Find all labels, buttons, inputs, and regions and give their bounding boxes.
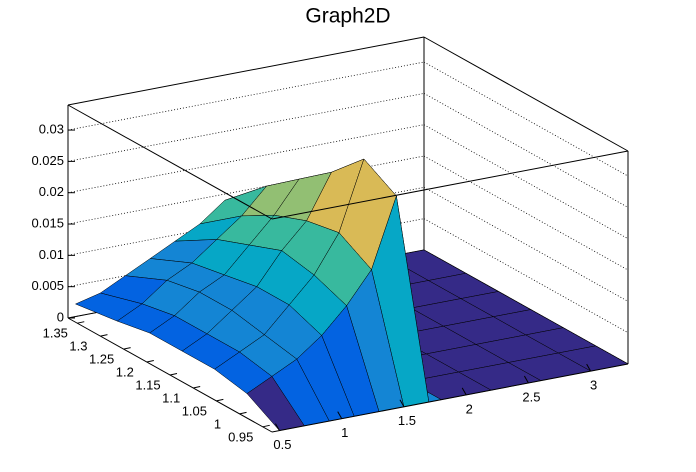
box-edge (67, 104, 273, 220)
x-tick (523, 375, 529, 384)
z-tick-label: 0.02 (39, 184, 64, 199)
y-tick-label: 1.35 (43, 326, 68, 341)
x-tick (461, 387, 467, 396)
x-tick-label: 2.5 (522, 389, 540, 404)
y-tick-label: 1.25 (89, 352, 114, 367)
y-tick (146, 360, 154, 363)
y-tick (123, 347, 131, 350)
y-tick (262, 424, 270, 428)
z-tick-label: 0.03 (39, 121, 64, 136)
z-tick-label: 0.025 (31, 153, 64, 168)
y-tick-label: 1.1 (162, 390, 180, 405)
y-tick (77, 321, 85, 324)
grid-line (67, 92, 425, 162)
y-tick (100, 334, 108, 337)
x-tick-label: 3 (590, 378, 597, 393)
y-tick (193, 385, 201, 389)
grid-line (67, 155, 425, 225)
x-tick-label: 0.5 (273, 437, 291, 452)
chart-title: Graph2D (305, 5, 390, 28)
x-tick (275, 423, 280, 431)
y-tick (169, 373, 178, 376)
x-tick-label: 2 (466, 401, 473, 416)
grid-line (67, 61, 425, 131)
box-edge (423, 36, 629, 152)
x-axis (271, 363, 629, 433)
y-tick-label: 1 (214, 416, 221, 431)
x-tick (586, 363, 592, 372)
y-tick-label: 1.3 (69, 339, 87, 354)
y-tick-label: 1.05 (182, 403, 207, 418)
y-tick-label: 0.95 (228, 429, 253, 444)
y-tick (216, 398, 224, 402)
grid-line (67, 186, 425, 256)
y-tick-label: 1.2 (116, 364, 134, 379)
y-tick-label: 1.15 (135, 377, 160, 392)
x-tick (337, 411, 343, 419)
z-tick-label: 0.015 (31, 215, 64, 230)
z-tick-label: 0.01 (39, 247, 64, 262)
box-edge (271, 150, 629, 220)
z-tick-label: 0.005 (31, 278, 64, 293)
y-tick (239, 411, 247, 415)
x-tick-label: 1 (341, 425, 348, 440)
x-tick-label: 1.5 (398, 413, 416, 428)
z-tick-label: 0 (57, 309, 64, 324)
x-tick (399, 399, 405, 408)
box-edge (67, 36, 425, 106)
grid-line (67, 124, 425, 194)
